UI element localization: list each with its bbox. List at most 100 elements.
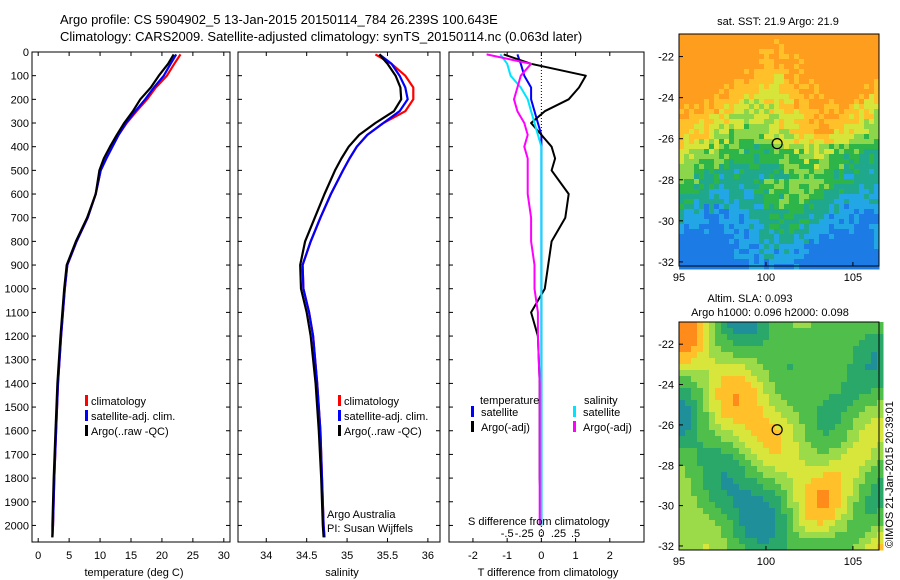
sst-cell — [684, 169, 690, 175]
sla-cell — [775, 406, 782, 413]
sst-cell — [734, 44, 740, 50]
sla-cell — [835, 538, 842, 545]
sst-cell — [739, 99, 745, 105]
sst-cell — [809, 34, 815, 40]
sla-cell — [697, 352, 704, 359]
series-line-climatology — [51, 53, 182, 538]
sst-cell — [739, 69, 745, 75]
sst-cell — [719, 139, 725, 145]
sst-cell — [784, 94, 790, 100]
sst-cell — [679, 119, 685, 125]
sla-cell — [877, 436, 884, 443]
sla-cell — [811, 352, 818, 359]
sla-cell — [757, 322, 764, 329]
sst-cell — [704, 129, 710, 135]
sst-cell — [719, 39, 725, 45]
sst-cell — [699, 179, 705, 185]
x-tick-label: 1 — [573, 550, 579, 562]
sst-cell — [799, 49, 805, 55]
sst-cell — [769, 174, 775, 180]
sst-cell — [764, 104, 770, 110]
sst-cell — [829, 89, 835, 95]
sla-cell — [811, 520, 818, 527]
sst-cell — [679, 104, 685, 110]
sst-cell — [874, 199, 880, 205]
sla-cell — [697, 508, 704, 515]
sst-cell — [834, 209, 840, 215]
sst-cell — [739, 34, 745, 40]
sla-cell — [835, 514, 842, 521]
sst-cell — [684, 109, 690, 115]
sla-cell — [877, 544, 884, 551]
sla-cell — [775, 490, 782, 497]
sla-cell — [811, 322, 818, 329]
sla-cell — [745, 436, 752, 443]
sst-cell — [684, 54, 690, 60]
sst-cell — [724, 259, 730, 265]
sst-cell — [734, 214, 740, 220]
sla-cell — [865, 430, 872, 437]
sla-cell — [739, 388, 746, 395]
sst-cell — [844, 99, 850, 105]
sla-cell — [859, 460, 866, 467]
sst-cell — [739, 254, 745, 260]
sst-cell — [804, 199, 810, 205]
sst-cell — [769, 244, 775, 250]
sla-cell — [685, 466, 692, 473]
sla-cell — [877, 514, 884, 521]
sst-cell — [724, 124, 730, 130]
sst-cell — [824, 184, 830, 190]
sla-cell — [817, 346, 824, 353]
sst-cell — [869, 59, 875, 65]
sst-cell — [844, 104, 850, 110]
sst-cell — [699, 34, 705, 40]
sst-cell — [739, 134, 745, 140]
sla-cell — [715, 442, 722, 449]
sla-cell — [697, 478, 704, 485]
sst-cell — [784, 34, 790, 40]
sla-cell — [853, 544, 860, 551]
sst-cell — [799, 224, 805, 230]
series-line-temperature-argo-adj- — [503, 53, 587, 526]
sst-cell — [759, 244, 765, 250]
sla-cell — [715, 478, 722, 485]
sst-cell — [704, 69, 710, 75]
sla-cell — [823, 418, 830, 425]
sst-cell — [729, 104, 735, 110]
sst-cell — [754, 44, 760, 50]
sst-cell — [824, 264, 830, 270]
sst-cell — [714, 164, 720, 170]
sla-cell — [859, 454, 866, 461]
sst-cell — [679, 79, 685, 85]
sla-cell — [847, 364, 854, 371]
sla-cell — [793, 358, 800, 365]
sst-cell — [849, 129, 855, 135]
sla-cell — [853, 502, 860, 509]
sla-cell — [763, 538, 770, 545]
sla-cell — [841, 328, 848, 335]
title-line-1: Argo profile: CS 5904902_5 13-Jan-2015 2… — [60, 12, 498, 27]
sst-cell — [714, 199, 720, 205]
sla-cell — [769, 328, 776, 335]
sla-cell — [727, 484, 734, 491]
sst-cell — [754, 59, 760, 65]
sst-cell — [704, 139, 710, 145]
sla-cell — [739, 502, 746, 509]
sla-cell — [859, 496, 866, 503]
sla-cell — [823, 484, 830, 491]
sla-cell — [757, 460, 764, 467]
sla-cell — [721, 340, 728, 347]
sst-cell — [699, 259, 705, 265]
sst-cell — [724, 59, 730, 65]
sst-cell — [744, 134, 750, 140]
sla-cell — [799, 478, 806, 485]
sst-cell — [859, 199, 865, 205]
sst-cell — [779, 234, 785, 240]
sst-cell — [744, 139, 750, 145]
sst-cell — [834, 104, 840, 110]
sst-cell — [859, 254, 865, 260]
sst-cell — [859, 214, 865, 220]
sla-cell — [721, 430, 728, 437]
sla-cell — [757, 484, 764, 491]
sla-cell — [871, 376, 878, 383]
